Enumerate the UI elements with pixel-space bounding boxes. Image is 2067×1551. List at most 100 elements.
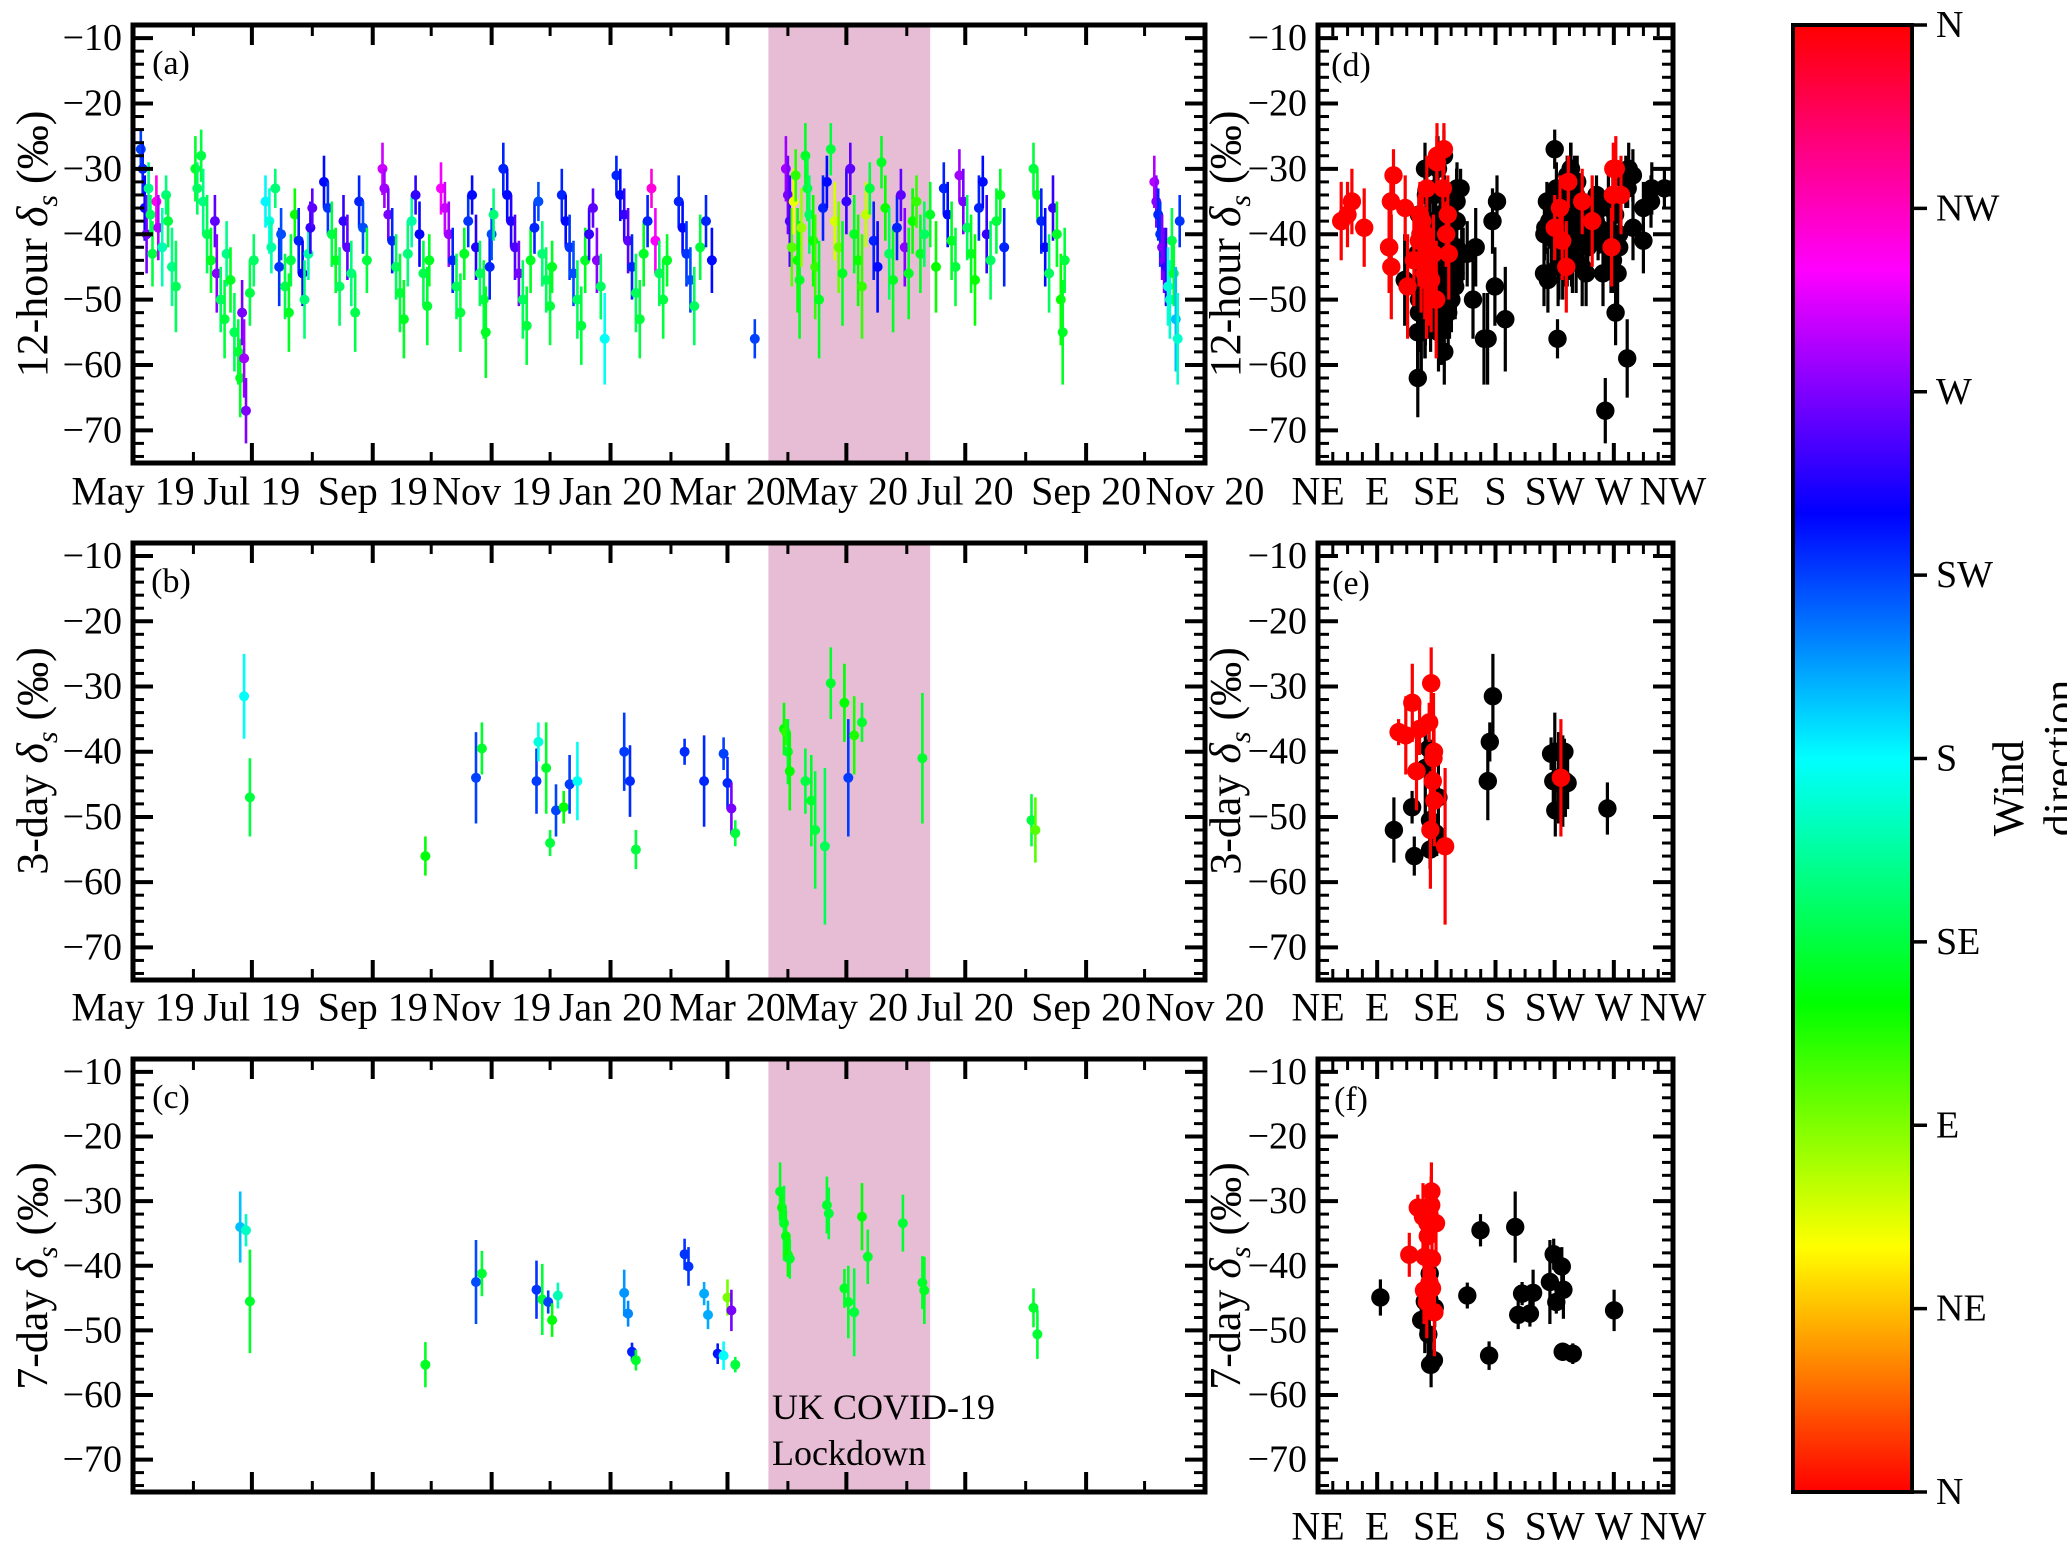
y-tick-label: −10 <box>1248 535 1307 577</box>
data-point <box>630 844 641 855</box>
data-point <box>977 176 988 187</box>
data-point <box>808 235 819 246</box>
data-point <box>190 163 201 174</box>
data-point <box>1028 1302 1039 1313</box>
data-point <box>1028 163 1039 174</box>
data-point <box>1483 687 1503 706</box>
x-tick-label: May 19 <box>71 985 194 1030</box>
x-tick-label: NW <box>1640 985 1707 1030</box>
data-point <box>1487 192 1507 211</box>
y-tick-label: −30 <box>63 148 122 190</box>
data-point <box>564 242 575 253</box>
data-point <box>391 261 402 272</box>
data-point <box>999 242 1010 253</box>
data-point <box>153 222 164 233</box>
ylabel-unit: (‰) <box>8 1162 58 1247</box>
data-point <box>330 255 341 266</box>
ylabel-sub: s <box>1223 731 1257 744</box>
data-point <box>839 697 850 708</box>
data-point <box>819 841 830 852</box>
data-point <box>307 203 318 213</box>
data-point <box>215 294 226 305</box>
data-point <box>784 766 795 777</box>
data-point <box>1168 268 1179 279</box>
x-tick-label: Nov 20 <box>1146 985 1265 1030</box>
data-point <box>981 229 992 240</box>
data-point <box>973 203 984 213</box>
panel-c: −10 −20 −30 −40 −50 −60 −70 <box>63 1051 1208 1495</box>
data-point <box>1573 192 1592 211</box>
data-point <box>790 170 801 181</box>
data-point <box>699 1288 710 1299</box>
data-point <box>299 294 310 305</box>
data-point <box>221 248 232 259</box>
data-point <box>1415 264 1435 283</box>
data-point <box>880 203 891 213</box>
data-point <box>342 242 353 253</box>
data-point <box>551 805 561 816</box>
y-tick-label: −10 <box>63 17 122 59</box>
data-point <box>695 242 706 253</box>
data-point <box>1458 1286 1477 1305</box>
y-tick-label: −50 <box>63 279 122 321</box>
data-point <box>1044 268 1055 279</box>
data-point <box>1420 1355 1440 1374</box>
panel-b-y-axis-title: 3-day δs (‰) <box>7 647 65 875</box>
data-point <box>897 1218 908 1229</box>
y-tick-label: −70 <box>63 1439 122 1481</box>
data-point <box>476 1268 487 1279</box>
data-point <box>1634 231 1653 250</box>
y-tick-label: −50 <box>1248 1309 1307 1351</box>
data-point <box>619 746 630 757</box>
data-point <box>821 1200 832 1211</box>
ylabel-sub: s <box>30 194 64 207</box>
x-tick-label: Jul 19 <box>204 469 301 514</box>
x-tick-label: Jul 20 <box>917 985 1014 1030</box>
data-point <box>1379 238 1399 257</box>
data-point <box>911 196 922 207</box>
data-point <box>1478 771 1498 791</box>
data-point <box>685 275 696 285</box>
data-point <box>248 255 259 266</box>
data-point <box>1602 238 1621 257</box>
data-point <box>1548 329 1567 348</box>
data-point <box>884 248 895 259</box>
data-point <box>270 183 281 194</box>
data-point <box>358 222 368 233</box>
data-point <box>857 281 867 292</box>
data-point <box>350 307 361 318</box>
data-point <box>1506 1217 1525 1237</box>
data-point <box>410 190 421 200</box>
data-point <box>843 772 854 783</box>
y-tick-label: −30 <box>1248 148 1307 190</box>
data-point <box>443 229 454 240</box>
data-point <box>775 1186 786 1197</box>
data-point <box>467 190 478 200</box>
data-point <box>595 281 606 292</box>
data-point <box>1547 1292 1566 1312</box>
x-tick-label: E <box>1365 469 1389 514</box>
data-point <box>802 183 813 194</box>
data-point <box>1051 229 1062 240</box>
data-point <box>658 294 669 305</box>
data-point <box>387 235 398 246</box>
data-point <box>1355 218 1374 237</box>
data-point <box>806 795 817 806</box>
data-point <box>525 255 536 266</box>
data-point <box>1048 203 1058 213</box>
data-point <box>244 1296 255 1307</box>
data-point <box>991 216 1002 227</box>
data-point <box>627 1346 637 1357</box>
data-point <box>476 743 487 754</box>
data-point <box>825 678 836 689</box>
x-tick-label: S <box>1484 1504 1506 1549</box>
y-tick-label: −40 <box>1248 731 1307 773</box>
data-point <box>1404 251 1424 270</box>
lockdown-annotation-line1: UK COVID-19 <box>772 1387 995 1427</box>
data-point <box>1479 1346 1499 1365</box>
data-point <box>521 320 532 331</box>
data-point <box>305 222 316 233</box>
data-point <box>463 216 474 227</box>
